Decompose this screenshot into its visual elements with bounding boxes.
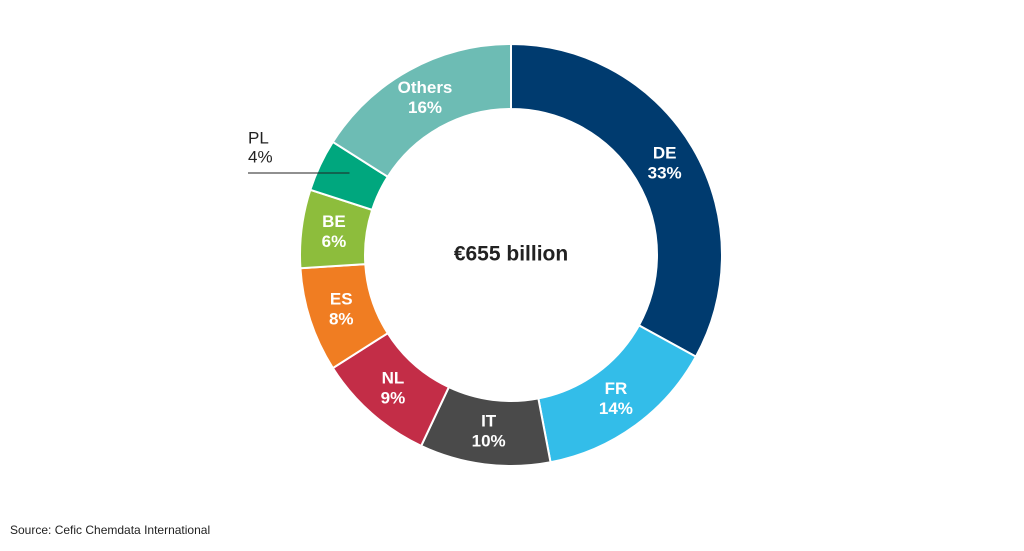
slice-value-label: 16% bbox=[408, 98, 442, 117]
slice-label: BE bbox=[322, 212, 346, 231]
slice-value-label: 9% bbox=[381, 388, 406, 407]
slice-value-label: 33% bbox=[648, 164, 682, 183]
slice-label: Others bbox=[398, 78, 453, 97]
center-label: €655 billion bbox=[454, 243, 568, 266]
source: Source: Cefic Chemdata International bbox=[10, 523, 210, 537]
slice-value-label: 4% bbox=[248, 147, 273, 166]
slice-label: PL bbox=[248, 128, 269, 147]
slice-label: FR bbox=[605, 379, 628, 398]
slice-value-label: 8% bbox=[329, 310, 354, 329]
donut-slice bbox=[331, 42, 512, 179]
slice-label: ES bbox=[330, 290, 353, 309]
slice-label: IT bbox=[481, 412, 497, 431]
slice-value-label: 14% bbox=[599, 399, 633, 418]
slice-value-label: 10% bbox=[472, 432, 506, 451]
donut-slice bbox=[510, 42, 723, 359]
slice-value-label: 6% bbox=[322, 232, 347, 251]
slice-label: NL bbox=[382, 368, 405, 387]
slice-label: DE bbox=[653, 144, 677, 163]
